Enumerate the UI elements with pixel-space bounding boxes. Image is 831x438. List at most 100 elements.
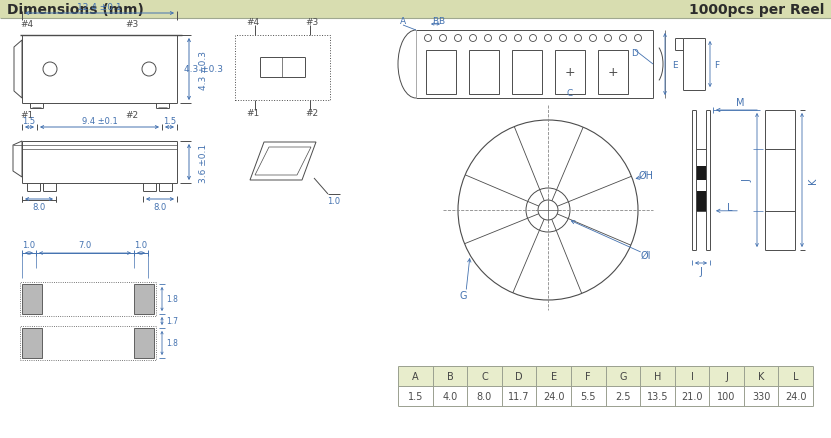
Bar [536,366,571,386]
Text: 100: 100 [717,391,735,401]
Circle shape [440,35,446,42]
Text: 8.0: 8.0 [154,202,167,211]
Text: #3: #3 [305,18,318,26]
Text: +: + [565,66,575,79]
Text: 330: 330 [752,391,770,401]
Text: E: E [551,371,557,381]
Circle shape [455,35,461,42]
Text: 1.0: 1.0 [22,241,36,250]
Bar [134,328,154,358]
Circle shape [589,35,597,42]
Text: #4: #4 [247,18,259,26]
Text: L: L [727,202,733,212]
Text: 9.4 ±0.1: 9.4 ±0.1 [81,116,117,125]
Bar [235,36,330,101]
Text: 24.0: 24.0 [785,391,806,401]
Bar [709,366,744,386]
Bar [696,192,706,211]
Text: K: K [758,371,765,381]
Text: 3.6 ±0.1: 3.6 ±0.1 [199,143,208,182]
Text: #2: #2 [125,111,139,120]
Bar [675,366,709,386]
Text: 1.5: 1.5 [164,116,176,125]
Bar [22,328,42,358]
Bar [502,366,536,386]
Text: 8.0: 8.0 [477,391,492,401]
Text: 1.8: 1.8 [166,295,178,304]
Text: 8.0: 8.0 [32,202,46,211]
Bar [134,284,154,314]
Bar [555,51,585,95]
Circle shape [604,35,612,42]
Bar [469,51,499,95]
Text: 1.5: 1.5 [407,391,423,401]
Text: M: M [735,98,745,108]
Text: H: H [654,371,661,381]
Text: C: C [481,371,488,381]
Bar [779,366,813,386]
Circle shape [559,35,567,42]
Circle shape [484,35,491,42]
Text: 4.0: 4.0 [442,391,458,401]
Circle shape [470,35,476,42]
Text: 1000pcs per Reel: 1000pcs per Reel [689,3,824,17]
Bar [20,283,156,316]
Text: ØI: ØI [641,251,652,261]
Bar [20,326,156,360]
Text: 1.0: 1.0 [327,196,341,205]
Text: B: B [446,371,453,381]
Text: F: F [585,371,591,381]
Text: D: D [632,48,638,57]
Bar [22,284,42,314]
Text: +: + [607,66,618,79]
Circle shape [635,35,642,42]
Bar [744,366,779,386]
Text: I: I [691,371,693,381]
Text: 1.7: 1.7 [166,317,178,326]
Bar [640,366,675,386]
Text: 13.5: 13.5 [647,391,668,401]
Text: 4.3 ±0.3: 4.3 ±0.3 [199,50,208,89]
Circle shape [529,35,537,42]
Text: 1.5: 1.5 [22,116,36,125]
Text: #2: #2 [306,108,318,117]
Bar [433,366,467,386]
Text: 12.4 ±0.1: 12.4 ±0.1 [77,3,122,11]
Circle shape [499,35,507,42]
Text: 2.5: 2.5 [615,391,631,401]
Text: #1: #1 [246,108,259,117]
Circle shape [514,35,522,42]
Circle shape [574,35,582,42]
Circle shape [425,35,431,42]
Text: J: J [725,371,728,381]
Text: 11.7: 11.7 [509,391,530,401]
Text: 1.0: 1.0 [135,241,148,250]
Text: 5.5: 5.5 [581,391,596,401]
Text: A: A [400,17,406,25]
Text: C: C [567,88,573,97]
Bar [467,366,502,386]
Text: F: F [715,60,720,69]
Bar [426,51,456,95]
Text: J: J [742,179,752,182]
Text: 24.0: 24.0 [543,391,564,401]
Text: B: B [432,17,438,25]
Circle shape [619,35,627,42]
Text: ØH: ØH [638,171,653,180]
Text: G: G [460,290,467,300]
Bar [512,51,542,95]
Bar [606,366,640,386]
Bar [598,51,628,95]
Text: D: D [515,371,523,381]
Text: E: E [672,60,678,69]
Text: Dimensions (mm): Dimensions (mm) [7,3,144,17]
Text: 4.3 ±0.3: 4.3 ±0.3 [184,65,223,74]
Bar [0,0,831,19]
Text: #3: #3 [125,19,139,28]
Text: #4: #4 [21,19,33,28]
Text: 7.0: 7.0 [78,241,91,250]
Text: L: L [793,371,799,381]
Circle shape [544,35,552,42]
Text: #1: #1 [21,111,33,120]
Text: 1.8: 1.8 [166,339,178,348]
